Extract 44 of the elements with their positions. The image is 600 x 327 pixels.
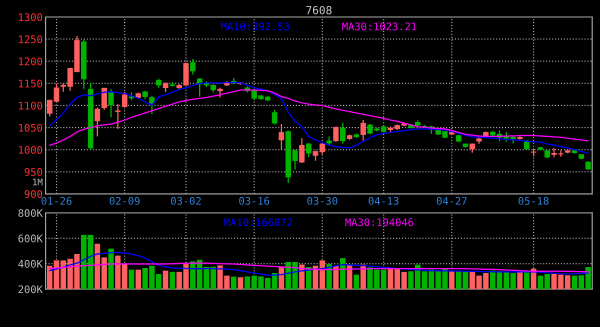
candlestick [299,138,305,164]
y-tick-label: 600K [18,234,43,242]
candlestick [122,91,128,108]
y-tick-label: 1000 [18,146,42,154]
y-tick-label: 400K [18,260,43,268]
line-series [49,89,589,146]
x-tick-label: 02-09 [110,196,140,205]
x-tick-label: 01-26 [42,196,72,205]
x-tick-label: 04-27 [436,196,467,205]
candlestick [162,82,168,93]
candlestick [306,142,312,158]
y-tick-label: 200K [18,285,43,294]
line-series [49,262,589,273]
x-tick-label: 05-18 [518,196,549,205]
y-tick-label: 950 [24,168,42,176]
candlestick [340,122,346,144]
candlestick [333,126,339,142]
x-tick-label: 04-13 [368,196,399,205]
text: 1M [33,178,42,186]
text: MA30:194046 [345,218,414,226]
y-tick-label: 1250 [18,35,42,44]
candlestick [272,109,278,126]
y-tick-label: 1100 [18,102,42,110]
candlestick [115,104,121,130]
candlestick [94,107,100,138]
text: MA10:992.53 [221,22,289,30]
text: MA30:1023.21 [342,22,416,30]
y-tick-label: 1150 [18,80,42,88]
y-tick-label: 1050 [18,124,42,132]
text: MA10:166872 [224,218,292,226]
x-tick-label: 03-02 [171,196,201,205]
y-tick-label: 800K [18,209,43,218]
candlestick [190,58,196,76]
y-tick-label: 1300 [18,13,42,22]
line-series [49,252,589,276]
candlestick [360,119,366,142]
x-tick-label: 03-16 [239,196,270,205]
chart-title: 7608 [306,6,332,14]
y-tick-label: 900 [24,190,42,198]
candlestick [149,95,155,115]
candlestick [108,88,114,118]
x-tick-label: 03-30 [307,196,338,205]
candlestick [278,123,284,150]
y-tick-label: 1200 [18,57,42,66]
